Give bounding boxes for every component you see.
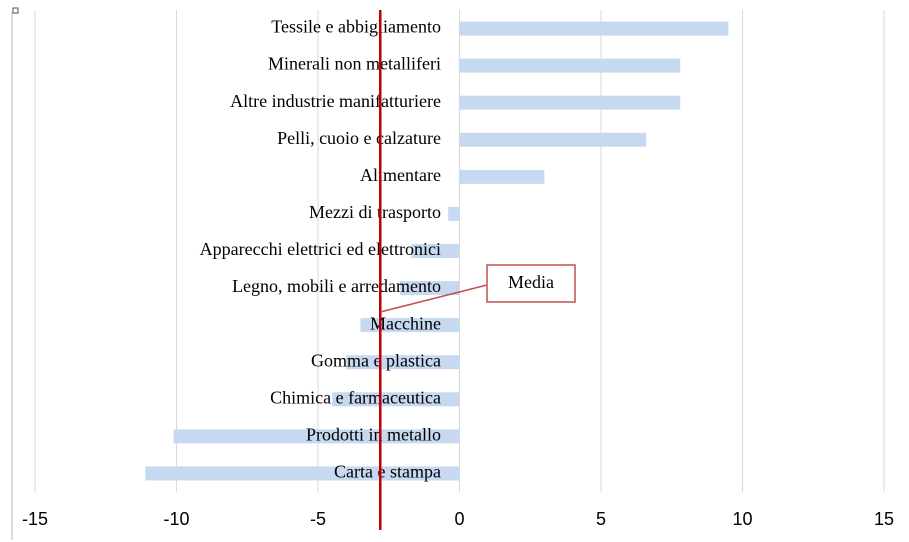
y-tick-label: Apparecchi elettrici ed elettronici xyxy=(200,239,441,259)
bar xyxy=(346,355,460,370)
frame-handle xyxy=(12,7,19,14)
x-tick-label: 10 xyxy=(732,509,752,529)
y-tick-label: Carta e stampa xyxy=(334,462,441,482)
x-tick-label: 15 xyxy=(874,509,894,529)
y-tick-label: Legno, mobili e arredamento xyxy=(232,276,441,296)
x-tick-label: -15 xyxy=(22,509,48,529)
bar xyxy=(459,169,545,184)
bar xyxy=(459,58,681,73)
x-tick-label: 5 xyxy=(596,509,606,529)
y-tick-label: Pelli, cuoio e calzature xyxy=(277,128,441,148)
bar xyxy=(459,95,681,110)
bar xyxy=(360,318,460,333)
y-tick-label: Alimentare xyxy=(360,165,441,185)
bar xyxy=(459,132,647,147)
y-tick-label: Chimica e farmaceutica xyxy=(270,387,441,407)
y-tick-label: Minerali non metalliferi xyxy=(268,54,441,74)
y-tick-label: Altre industrie manifatturiere xyxy=(230,91,441,111)
callout-connector xyxy=(380,284,488,313)
y-tick-label: Gomma e plastica xyxy=(311,350,441,370)
bar xyxy=(448,206,460,221)
y-tick-label: Macchine xyxy=(370,313,441,333)
x-tick-label: -10 xyxy=(163,509,189,529)
x-tick-label: -5 xyxy=(310,509,326,529)
x-tick-label: 0 xyxy=(454,509,464,529)
y-tick-label: Prodotti in metallo xyxy=(306,425,441,445)
bar xyxy=(411,244,460,258)
y-tick-label: Tessile e abbigliamento xyxy=(271,17,441,37)
callout-box xyxy=(486,264,576,303)
bar xyxy=(173,429,460,444)
bar xyxy=(400,281,460,296)
bar xyxy=(332,392,460,407)
callout-label: Media xyxy=(508,272,554,292)
bar xyxy=(459,21,729,36)
y-tick-label: Mezzi di trasporto xyxy=(309,202,441,222)
